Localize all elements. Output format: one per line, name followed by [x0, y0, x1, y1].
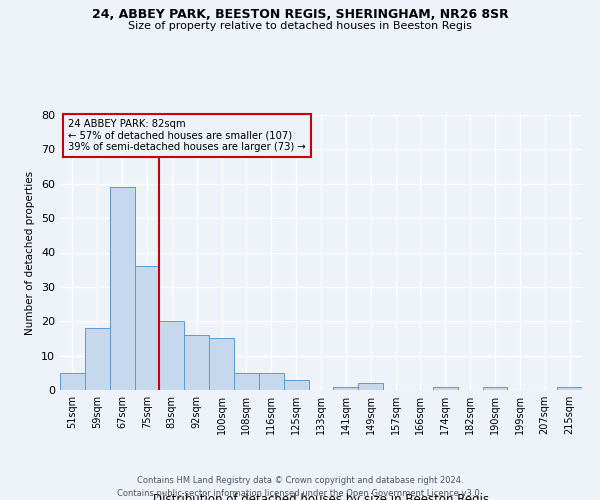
Bar [60, 373, 85, 390]
Bar [134, 266, 160, 390]
Bar [160, 322, 184, 390]
Bar [557, 386, 582, 390]
Bar [284, 380, 308, 390]
Text: 24 ABBEY PARK: 82sqm
← 57% of detached houses are smaller (107)
39% of semi-deta: 24 ABBEY PARK: 82sqm ← 57% of detached h… [68, 119, 305, 152]
Bar [358, 383, 383, 390]
Text: 24, ABBEY PARK, BEESTON REGIS, SHERINGHAM, NR26 8SR: 24, ABBEY PARK, BEESTON REGIS, SHERINGHA… [92, 8, 508, 20]
Bar [334, 386, 358, 390]
X-axis label: Distribution of detached houses by size in Beeston Regis: Distribution of detached houses by size … [153, 492, 489, 500]
Bar [209, 338, 234, 390]
Bar [110, 187, 134, 390]
Bar [85, 328, 110, 390]
Bar [259, 373, 284, 390]
Bar [184, 335, 209, 390]
Text: Contains HM Land Registry data © Crown copyright and database right 2024.
Contai: Contains HM Land Registry data © Crown c… [118, 476, 482, 498]
Bar [482, 386, 508, 390]
Y-axis label: Number of detached properties: Number of detached properties [25, 170, 35, 334]
Bar [234, 373, 259, 390]
Text: Size of property relative to detached houses in Beeston Regis: Size of property relative to detached ho… [128, 21, 472, 31]
Bar [433, 386, 458, 390]
